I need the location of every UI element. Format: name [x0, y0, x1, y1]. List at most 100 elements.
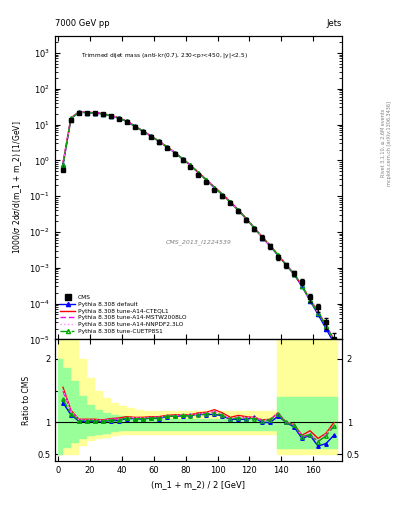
Pythia 8.308 tune-CUETP8S1 — [292, 271, 296, 277]
Pythia 8.308 tune-A14-NNPDF2.3LO — [69, 115, 73, 121]
Pythia 8.308 tune-A14-CTEQL1 — [188, 162, 193, 168]
Pythia 8.308 tune-CUETP8S1 — [332, 337, 336, 344]
Pythia 8.308 default — [84, 110, 89, 116]
Pythia 8.308 tune-A14-MSTW2008LO — [101, 111, 105, 117]
Pythia 8.308 tune-CUETP8S1 — [156, 138, 161, 144]
Pythia 8.308 tune-CUETP8S1 — [284, 262, 288, 268]
Pythia 8.308 tune-A14-CTEQL1 — [284, 262, 288, 268]
Pythia 8.308 tune-A14-CTEQL1 — [204, 177, 209, 183]
Pythia 8.308 default — [69, 116, 73, 122]
Pythia 8.308 tune-A14-NNPDF2.3LO — [148, 133, 153, 139]
Pythia 8.308 default — [284, 262, 288, 268]
Pythia 8.308 tune-A14-CTEQL1 — [260, 234, 264, 240]
Pythia 8.308 tune-A14-MSTW2008LO — [156, 138, 161, 144]
Pythia 8.308 tune-A14-MSTW2008LO — [148, 133, 153, 139]
Pythia 8.308 default — [204, 177, 209, 183]
Pythia 8.308 tune-A14-NNPDF2.3LO — [77, 109, 81, 115]
Pythia 8.308 default — [332, 340, 336, 346]
Pythia 8.308 tune-A14-MSTW2008LO — [228, 199, 233, 205]
Pythia 8.308 tune-A14-MSTW2008LO — [284, 262, 288, 268]
Pythia 8.308 tune-A14-NNPDF2.3LO — [204, 177, 209, 183]
Pythia 8.308 tune-A14-CTEQL1 — [84, 109, 89, 115]
Pythia 8.308 tune-A14-MSTW2008LO — [188, 162, 193, 168]
Line: Pythia 8.308 default: Pythia 8.308 default — [63, 112, 334, 343]
Pythia 8.308 tune-A14-NNPDF2.3LO — [92, 110, 97, 116]
Pythia 8.308 tune-A14-NNPDF2.3LO — [180, 156, 185, 162]
Pythia 8.308 tune-A14-MSTW2008LO — [180, 156, 185, 162]
Pythia 8.308 tune-A14-NNPDF2.3LO — [276, 252, 281, 258]
Pythia 8.308 tune-A14-MSTW2008LO — [220, 191, 225, 198]
Pythia 8.308 tune-CUETP8S1 — [84, 110, 89, 116]
Pythia 8.308 tune-A14-NNPDF2.3LO — [196, 169, 201, 176]
Pythia 8.308 tune-CUETP8S1 — [252, 225, 257, 231]
Pythia 8.308 default — [132, 123, 137, 129]
Pythia 8.308 tune-A14-MSTW2008LO — [300, 283, 305, 289]
Pythia 8.308 tune-CUETP8S1 — [276, 252, 281, 258]
Pythia 8.308 default — [156, 138, 161, 144]
Pythia 8.308 tune-A14-NNPDF2.3LO — [164, 143, 169, 150]
Y-axis label: 1000/$\sigma$ 2d$\sigma$/d(m_1 + m_2) [1/GeV]: 1000/$\sigma$ 2d$\sigma$/d(m_1 + m_2) [1… — [11, 121, 24, 254]
Pythia 8.308 default — [268, 243, 273, 249]
Pythia 8.308 tune-A14-CTEQL1 — [300, 283, 305, 289]
Pythia 8.308 tune-A14-CTEQL1 — [69, 115, 73, 121]
Pythia 8.308 default — [164, 144, 169, 150]
Pythia 8.308 tune-A14-NNPDF2.3LO — [228, 199, 233, 205]
Pythia 8.308 tune-A14-CTEQL1 — [316, 308, 320, 314]
Pythia 8.308 tune-A14-CTEQL1 — [172, 149, 177, 155]
Pythia 8.308 tune-CUETP8S1 — [196, 170, 201, 176]
Pythia 8.308 tune-A14-MSTW2008LO — [260, 234, 264, 240]
Pythia 8.308 tune-A14-CTEQL1 — [180, 156, 185, 162]
Pythia 8.308 tune-A14-MSTW2008LO — [236, 207, 241, 213]
Pythia 8.308 tune-A14-NNPDF2.3LO — [61, 160, 65, 166]
Pythia 8.308 tune-A14-MSTW2008LO — [116, 115, 121, 121]
Pythia 8.308 tune-A14-NNPDF2.3LO — [172, 150, 177, 156]
X-axis label: (m_1 + m_2) / 2 [GeV]: (m_1 + m_2) / 2 [GeV] — [151, 480, 246, 489]
Pythia 8.308 tune-A14-NNPDF2.3LO — [101, 111, 105, 117]
Pythia 8.308 tune-A14-MSTW2008LO — [125, 118, 129, 124]
Pythia 8.308 tune-A14-MSTW2008LO — [69, 115, 73, 121]
Pythia 8.308 tune-CUETP8S1 — [260, 234, 264, 240]
Line: Pythia 8.308 tune-CUETP8S1: Pythia 8.308 tune-CUETP8S1 — [63, 112, 334, 340]
Y-axis label: Ratio to CMS: Ratio to CMS — [22, 375, 31, 424]
Pythia 8.308 default — [108, 113, 113, 119]
Pythia 8.308 default — [116, 115, 121, 121]
Pythia 8.308 tune-A14-MSTW2008LO — [252, 225, 257, 231]
Pythia 8.308 default — [196, 169, 201, 176]
Pythia 8.308 tune-A14-NNPDF2.3LO — [156, 138, 161, 144]
Pythia 8.308 tune-A14-CTEQL1 — [212, 184, 217, 190]
Pythia 8.308 tune-A14-NNPDF2.3LO — [212, 184, 217, 190]
Pythia 8.308 tune-CUETP8S1 — [300, 283, 305, 289]
Pythia 8.308 tune-A14-NNPDF2.3LO — [308, 297, 312, 303]
Pythia 8.308 default — [77, 109, 81, 115]
Pythia 8.308 default — [188, 162, 193, 168]
Pythia 8.308 tune-A14-MSTW2008LO — [61, 160, 65, 166]
Pythia 8.308 default — [212, 185, 217, 191]
Pythia 8.308 tune-A14-CTEQL1 — [148, 133, 153, 139]
Pythia 8.308 tune-CUETP8S1 — [308, 297, 312, 304]
Pythia 8.308 tune-A14-CTEQL1 — [125, 118, 129, 124]
Pythia 8.308 tune-A14-CTEQL1 — [308, 296, 312, 303]
Pythia 8.308 tune-A14-CTEQL1 — [268, 242, 273, 248]
Pythia 8.308 tune-A14-NNPDF2.3LO — [220, 191, 225, 197]
Pythia 8.308 tune-A14-NNPDF2.3LO — [292, 271, 296, 277]
Pythia 8.308 tune-A14-CTEQL1 — [116, 115, 121, 121]
Pythia 8.308 tune-CUETP8S1 — [69, 115, 73, 121]
Pythia 8.308 tune-CUETP8S1 — [268, 243, 273, 249]
Pythia 8.308 default — [125, 118, 129, 124]
Pythia 8.308 tune-A14-NNPDF2.3LO — [252, 225, 257, 231]
Pythia 8.308 default — [252, 225, 257, 231]
Pythia 8.308 tune-A14-NNPDF2.3LO — [244, 216, 249, 222]
Text: Jets: Jets — [327, 19, 342, 28]
Pythia 8.308 default — [61, 162, 65, 168]
Pythia 8.308 tune-A14-NNPDF2.3LO — [125, 118, 129, 124]
Pythia 8.308 tune-A14-CTEQL1 — [323, 322, 328, 328]
Pythia 8.308 default — [148, 133, 153, 139]
Pythia 8.308 tune-A14-MSTW2008LO — [204, 177, 209, 183]
Pythia 8.308 tune-A14-NNPDF2.3LO — [268, 242, 273, 248]
Pythia 8.308 tune-CUETP8S1 — [212, 184, 217, 190]
Pythia 8.308 default — [101, 111, 105, 117]
Pythia 8.308 tune-A14-MSTW2008LO — [212, 184, 217, 190]
Pythia 8.308 tune-A14-MSTW2008LO — [132, 123, 137, 129]
Pythia 8.308 tune-A14-MSTW2008LO — [84, 110, 89, 116]
Pythia 8.308 tune-A14-CTEQL1 — [132, 123, 137, 129]
